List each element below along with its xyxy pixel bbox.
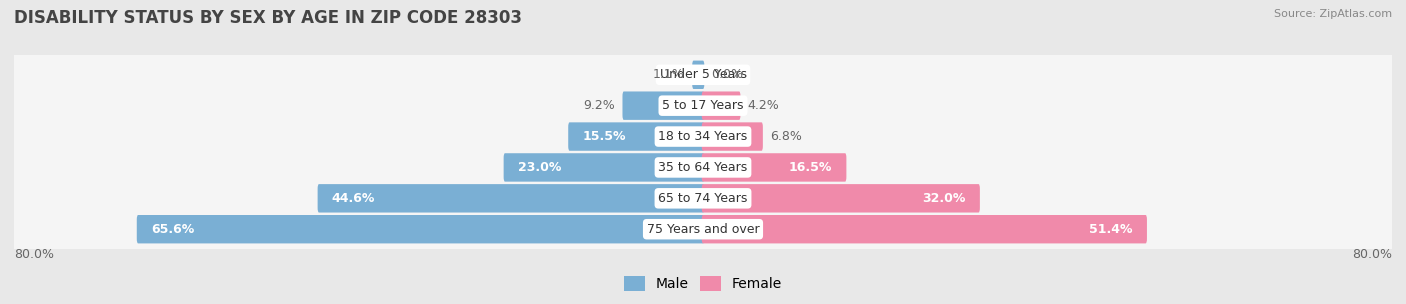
FancyBboxPatch shape <box>13 201 1393 257</box>
Text: 75 Years and over: 75 Years and over <box>647 223 759 236</box>
FancyBboxPatch shape <box>702 92 741 120</box>
FancyBboxPatch shape <box>13 109 1393 165</box>
Text: DISABILITY STATUS BY SEX BY AGE IN ZIP CODE 28303: DISABILITY STATUS BY SEX BY AGE IN ZIP C… <box>14 9 522 27</box>
Text: 65 to 74 Years: 65 to 74 Years <box>658 192 748 205</box>
Text: 4.2%: 4.2% <box>748 99 779 112</box>
Text: 1.1%: 1.1% <box>654 68 685 81</box>
Text: 16.5%: 16.5% <box>789 161 832 174</box>
Text: Under 5 Years: Under 5 Years <box>659 68 747 81</box>
Text: 9.2%: 9.2% <box>583 99 616 112</box>
Text: 18 to 34 Years: 18 to 34 Years <box>658 130 748 143</box>
Text: 51.4%: 51.4% <box>1090 223 1133 236</box>
Text: 6.8%: 6.8% <box>770 130 801 143</box>
Text: Source: ZipAtlas.com: Source: ZipAtlas.com <box>1274 9 1392 19</box>
FancyBboxPatch shape <box>702 122 763 151</box>
FancyBboxPatch shape <box>702 215 1147 244</box>
Text: 15.5%: 15.5% <box>582 130 626 143</box>
FancyBboxPatch shape <box>318 184 704 212</box>
Text: 35 to 64 Years: 35 to 64 Years <box>658 161 748 174</box>
FancyBboxPatch shape <box>13 170 1393 226</box>
FancyBboxPatch shape <box>13 47 1393 103</box>
Text: 32.0%: 32.0% <box>922 192 966 205</box>
FancyBboxPatch shape <box>13 139 1393 195</box>
Text: 80.0%: 80.0% <box>1353 248 1392 261</box>
FancyBboxPatch shape <box>623 92 704 120</box>
Text: 80.0%: 80.0% <box>14 248 53 261</box>
FancyBboxPatch shape <box>568 122 704 151</box>
Legend: Male, Female: Male, Female <box>619 271 787 297</box>
Text: 5 to 17 Years: 5 to 17 Years <box>662 99 744 112</box>
Text: 44.6%: 44.6% <box>332 192 375 205</box>
FancyBboxPatch shape <box>13 78 1393 134</box>
Text: 23.0%: 23.0% <box>517 161 561 174</box>
FancyBboxPatch shape <box>503 153 704 182</box>
Text: 65.6%: 65.6% <box>150 223 194 236</box>
FancyBboxPatch shape <box>692 60 704 89</box>
FancyBboxPatch shape <box>136 215 704 244</box>
FancyBboxPatch shape <box>702 153 846 182</box>
FancyBboxPatch shape <box>702 184 980 212</box>
Text: 0.0%: 0.0% <box>711 68 744 81</box>
